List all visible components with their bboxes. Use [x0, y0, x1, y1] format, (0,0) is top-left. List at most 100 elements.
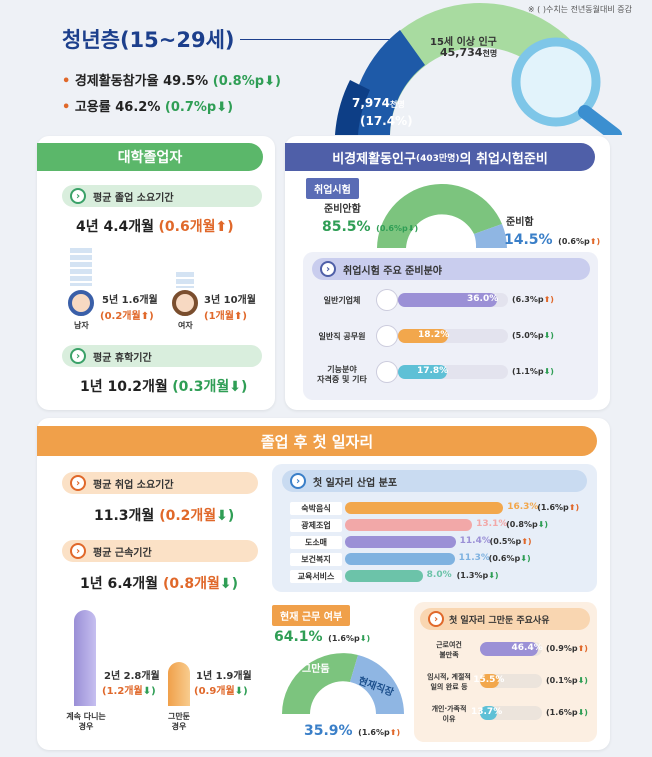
- industry-change: (1.3%p: [456, 571, 489, 580]
- youth-share: (17.4%): [360, 114, 413, 128]
- female-graduate-avatar: [172, 290, 198, 316]
- up-arrow-icon: ⬆): [215, 219, 234, 235]
- fields-title: 취업시험 주요 준비분야: [343, 265, 442, 277]
- female-label: 여자: [178, 321, 193, 330]
- down-arrow-icon: ⬇): [359, 634, 371, 643]
- industry-change-row: (1.3%p⬇): [457, 571, 499, 580]
- reason-change-row: (1.6%p⬇): [546, 708, 588, 717]
- male-graduate-avatar: [68, 290, 94, 316]
- duration-change: (0.6개월: [158, 219, 216, 235]
- quit-share-change: (1.6%p: [328, 634, 360, 643]
- reason-change-row: (0.1%p⬇): [546, 676, 588, 685]
- reason-bar: [480, 674, 499, 688]
- chevron-right-icon: ›: [428, 611, 444, 627]
- industry-bar: [345, 553, 455, 565]
- tenure-row: 1년 6.4개월 (0.8개월⬇): [80, 573, 238, 593]
- down-arrow-icon: ⬇): [537, 520, 549, 529]
- staying-value: 2년 2.8개월: [104, 671, 160, 682]
- field-label: 기능분야 자격증 및 기타: [317, 365, 367, 384]
- exam-donut: [377, 183, 507, 248]
- industry-bar: [345, 519, 472, 531]
- exam-tag: 취업시험: [306, 178, 359, 199]
- working-title: 현재 근무 여부: [272, 605, 351, 626]
- duration-label: 평균 졸업 소요기간: [93, 192, 174, 204]
- quit-change: (0.9개월: [194, 686, 235, 697]
- up-arrow-icon: ⬆): [568, 503, 580, 512]
- industry-value: 16.3%: [507, 502, 539, 512]
- industry-change-row: (0.8%p⬇): [506, 520, 548, 529]
- field-change-row: (1.1%p⬇): [512, 367, 554, 376]
- down-arrow-icon: ⬇): [219, 576, 239, 592]
- working-donut: [282, 653, 404, 714]
- quit-share-row: 64.1% (1.6%p⬇): [274, 626, 370, 645]
- down-arrow-icon: ⬇): [216, 508, 235, 524]
- down-arrow-icon: ⬇): [234, 686, 248, 697]
- female-change: (1개월: [204, 311, 234, 322]
- quit-tag: 그만둠: [302, 664, 330, 675]
- reason-label: 근로여건 불만족: [436, 641, 462, 659]
- field-label: 일반직 공무원: [318, 332, 366, 341]
- search-row: 11.3개월 (0.2개월⬇): [94, 505, 234, 525]
- fields-title-pill: › 취업시험 주요 준비분야: [312, 258, 590, 280]
- up-arrow-icon: ⬆): [521, 537, 532, 546]
- reason-bar: [480, 642, 538, 656]
- emp-value: 46.2%: [115, 100, 161, 115]
- field-change: (5.0%p: [512, 331, 544, 340]
- industry-bar: [345, 502, 503, 514]
- reason-value: 13.7%: [470, 707, 503, 717]
- field-change-row: (5.0%p⬇): [512, 331, 554, 340]
- econ-label: 경제활동참가율: [74, 74, 159, 89]
- reason-change-row: (0.9%p⬆): [546, 644, 588, 653]
- search-change: (0.2개월: [159, 508, 217, 524]
- reason-bar: [480, 706, 497, 720]
- female-value: 3년 10개월: [204, 295, 256, 306]
- industry-change: (1.6%p: [537, 503, 569, 512]
- up-arrow-icon: ⬆): [589, 237, 601, 246]
- current-share: 35.9%: [304, 723, 353, 739]
- books-stack-icon: [176, 272, 194, 288]
- pop-value-row: 45,734천명: [440, 46, 497, 59]
- male-change-row: (0.2개월⬆): [100, 307, 154, 322]
- tenure-pill: › 평균 근속기간: [62, 540, 258, 562]
- field-icon: [376, 361, 398, 383]
- chevron-right-icon: ›: [70, 188, 86, 204]
- prep-label: 준비함: [506, 217, 534, 228]
- staying-change: (1.2개월: [102, 686, 143, 697]
- field-change-row: (6.3%p⬆): [512, 295, 554, 304]
- search-label: 평균 취업 소요기간: [93, 479, 174, 491]
- quit-value: 1년 1.9개월: [196, 671, 252, 682]
- current-share-change: (1.6%p: [358, 728, 390, 737]
- chevron-right-icon: ›: [70, 475, 86, 491]
- inactive-header: 비경제활동인구 (403만명) 의 취업시험준비: [285, 143, 595, 171]
- footnote: ※ ( )수치는 전년동월대비 증감: [527, 5, 632, 14]
- not-prep-label: 준비안함: [324, 204, 361, 215]
- inactive-header-text: 비경제활동인구: [332, 151, 416, 167]
- reason-value: 15.5%: [473, 675, 505, 685]
- pop-unit: 천명: [482, 49, 498, 58]
- duration-value: 4년 4.4개월: [76, 219, 155, 235]
- graduates-header-text: 대학졸업자: [117, 150, 183, 166]
- leave-label: 평균 휴학기간: [93, 352, 152, 364]
- prep-change: (0.6%p: [558, 237, 590, 246]
- chevron-right-icon: ›: [70, 348, 86, 364]
- industry-change-row: (0.6%p⬇): [489, 554, 531, 563]
- industry-value: 11.4%: [459, 536, 491, 546]
- tenure-change: (0.8개월: [162, 576, 220, 592]
- down-arrow-icon: ⬇): [142, 686, 156, 697]
- chevron-right-icon: ›: [70, 543, 86, 559]
- not-prep-value: 85.5%: [322, 219, 371, 235]
- down-arrow-icon: ⬇): [407, 224, 419, 233]
- down-arrow-icon: ⬇): [520, 554, 531, 563]
- field-icon: [376, 325, 398, 347]
- emp-rate-row: • 고용률 46.2% (0.7%p⬇): [62, 100, 234, 115]
- field-icon: [376, 289, 398, 311]
- field-change: (1.1%p: [512, 367, 544, 376]
- up-arrow-icon: ⬆): [140, 311, 154, 322]
- chevron-right-icon: ›: [320, 261, 336, 277]
- field-value: 17.8%: [416, 366, 449, 376]
- prep-row: 14.5% (0.6%p⬆): [504, 229, 600, 248]
- chevron-right-icon: ›: [290, 473, 306, 489]
- reason-value: 46.4%: [511, 643, 543, 653]
- male-change: (0.2개월: [100, 311, 141, 322]
- population-donut: [335, 3, 622, 135]
